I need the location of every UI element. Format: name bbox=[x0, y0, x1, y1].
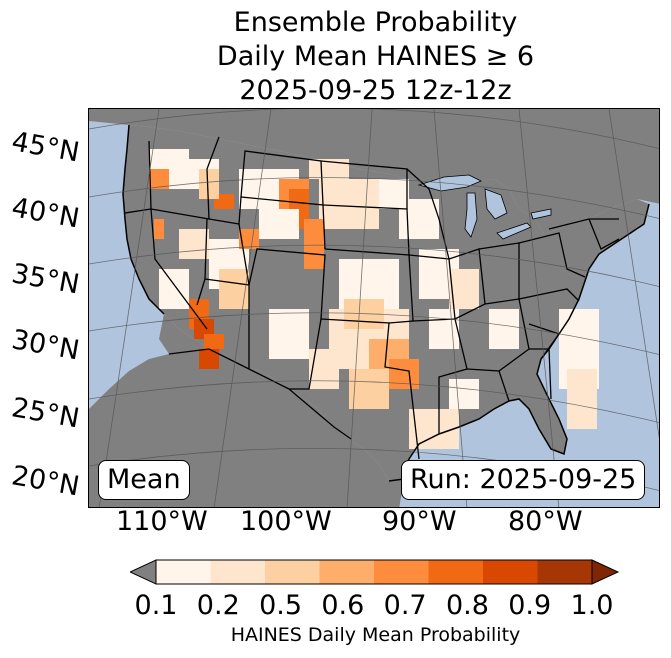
border-line bbox=[408, 254, 456, 322]
colorbar-tick-label: 0.6 bbox=[321, 590, 365, 621]
colorbar-tick-label: 0.2 bbox=[196, 590, 240, 621]
colorbar-bin bbox=[156, 560, 211, 584]
lon-line-120 bbox=[98, 109, 160, 507]
probability-patch bbox=[567, 369, 597, 429]
colorbar-bin bbox=[374, 560, 429, 584]
probability-patch bbox=[319, 179, 379, 229]
lat-line-40 bbox=[89, 177, 659, 219]
border-line bbox=[238, 196, 326, 250]
probability-patch bbox=[429, 309, 459, 349]
border-line bbox=[438, 318, 468, 434]
probability-patch bbox=[489, 309, 519, 349]
colorbar bbox=[130, 559, 620, 585]
colorbar-tick-label: 0.8 bbox=[445, 590, 489, 621]
run-date-box: Run: 2025-09-25 bbox=[401, 460, 646, 500]
lat-label-30: 30°N bbox=[9, 324, 82, 367]
border-line bbox=[206, 136, 220, 220]
colorbar-bin bbox=[428, 560, 484, 584]
border-line bbox=[324, 248, 414, 324]
colorbar-bin bbox=[483, 560, 538, 584]
colorbar-over-arrow bbox=[591, 559, 620, 585]
probability-patch bbox=[154, 219, 164, 239]
border-line bbox=[484, 298, 530, 372]
conus-coastline bbox=[122, 124, 650, 482]
lat-line-45 bbox=[89, 109, 659, 149]
probability-map bbox=[89, 109, 659, 507]
colorbar-bin bbox=[210, 560, 266, 584]
probability-patch bbox=[449, 269, 479, 309]
colorbar-tick-label: 1.0 bbox=[570, 590, 614, 621]
probability-patch bbox=[219, 269, 249, 309]
colorbar-tick-label: 0.1 bbox=[134, 590, 178, 621]
border-line bbox=[150, 208, 208, 330]
lon-label-80: 80°W bbox=[508, 506, 583, 537]
lake-michigan bbox=[464, 192, 478, 238]
probability-patch bbox=[179, 229, 209, 259]
colorbar-tick-label: 0.9 bbox=[508, 590, 552, 621]
lat-label-25: 25°N bbox=[9, 392, 82, 435]
probability-patch bbox=[309, 159, 349, 179]
lon-line-70 bbox=[608, 109, 659, 439]
title-line-2: Daily Mean HAINES ≥ 6 bbox=[216, 41, 535, 72]
probability-patch bbox=[199, 169, 219, 199]
lon-line-110 bbox=[213, 109, 272, 507]
probability-patch bbox=[159, 269, 189, 309]
mean-box: Mean bbox=[98, 460, 190, 500]
border-line bbox=[588, 218, 620, 250]
map-panel bbox=[88, 108, 660, 508]
colorbar-bins bbox=[156, 560, 593, 584]
great-lakes bbox=[417, 174, 552, 240]
colorbar-bin bbox=[537, 560, 593, 584]
lon-line-100 bbox=[346, 109, 373, 507]
title-line-1: Ensemble Probability bbox=[233, 7, 518, 38]
lat-line-25 bbox=[89, 380, 659, 423]
probability-patch bbox=[239, 229, 259, 249]
probability-patch bbox=[199, 349, 219, 369]
border-line bbox=[288, 388, 352, 440]
lon-label-110: 110°W bbox=[116, 506, 208, 537]
border-line bbox=[518, 232, 586, 278]
colorbar-outline bbox=[155, 559, 593, 585]
probability-overlay bbox=[149, 149, 599, 449]
probability-patch bbox=[399, 199, 439, 239]
lon-line-90 bbox=[433, 109, 468, 507]
border-line bbox=[240, 150, 324, 206]
mexico-land bbox=[89, 314, 404, 507]
colorbar-tick-label: 0.5 bbox=[259, 590, 303, 621]
lake-huron bbox=[484, 188, 508, 220]
lake-ontario bbox=[530, 208, 552, 220]
probability-patch bbox=[309, 349, 339, 389]
lat-label-35: 35°N bbox=[9, 258, 82, 301]
lat-label-20: 20°N bbox=[9, 460, 82, 503]
colorbar-bin bbox=[319, 560, 375, 584]
colorbar-bin bbox=[265, 560, 320, 584]
probability-patch bbox=[204, 334, 224, 349]
border-line bbox=[248, 248, 326, 320]
border-line bbox=[448, 248, 486, 320]
title-line-3: 2025-09-25 12z-12z bbox=[239, 75, 512, 106]
lat-line-35 bbox=[89, 244, 659, 287]
colorbar-tick-label: 0.7 bbox=[383, 590, 427, 621]
lat-label-40: 40°N bbox=[9, 192, 82, 235]
probability-patch bbox=[449, 379, 479, 409]
lon-label-90: 90°W bbox=[382, 506, 457, 537]
probability-patch bbox=[304, 219, 324, 269]
border-line bbox=[518, 288, 580, 302]
probability-patch bbox=[149, 169, 169, 189]
border-line bbox=[320, 318, 420, 460]
probability-patch bbox=[259, 209, 299, 239]
probability-patch bbox=[269, 309, 309, 359]
colorbar-under-arrow bbox=[130, 559, 157, 585]
lon-line-80 bbox=[518, 109, 560, 507]
border-line bbox=[406, 168, 450, 260]
border-line bbox=[289, 318, 322, 390]
colorbar-label: HAINES Daily Mean Probability bbox=[230, 624, 521, 646]
lat-label-45: 45°N bbox=[9, 126, 82, 169]
border-line bbox=[168, 348, 290, 390]
lon-label-100: 100°W bbox=[240, 506, 332, 537]
lat-line-30 bbox=[89, 312, 659, 355]
